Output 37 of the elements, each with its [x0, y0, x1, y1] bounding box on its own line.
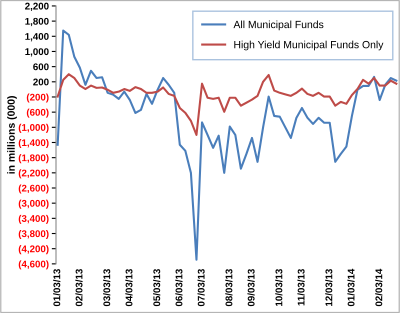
x-tick-label: 02/03/13: [75, 269, 83, 306]
y-tick-label: (2,200): [18, 169, 49, 178]
line-series: [56, 73, 398, 136]
x-tick-label: 07/03/13: [197, 269, 205, 306]
x-tick-label: 05/03/13: [153, 269, 160, 306]
x-tick-label: 12/03/13: [325, 269, 332, 306]
y-tick-label: (3,000): [18, 200, 49, 209]
x-tick-label: 08/03/13: [225, 269, 232, 306]
y-tick-label: 2,200: [25, 2, 49, 11]
legend-label: High Yield Municipal Funds Only: [234, 40, 384, 50]
x-tick-label: 03/03/13: [103, 269, 110, 306]
x-tick-label: 09/03/13: [247, 269, 255, 306]
x-tick-label: 10/03/13: [275, 269, 282, 306]
y-tick-label: 1,000: [25, 48, 49, 56]
y-axis-title: in millions (000): [7, 96, 17, 174]
y-tick-label: 200: [33, 78, 49, 86]
y-tick-label: (3,400): [18, 214, 49, 224]
y-tick-label: 600: [33, 63, 49, 70]
y-tick-label: (4,200): [18, 245, 49, 254]
y-tick-label: (3,800): [18, 230, 49, 240]
y-tick-label: (1,400): [18, 138, 49, 148]
x-tick-label: 11/03/13: [297, 269, 305, 306]
x-tick-label: 02/03/14: [375, 268, 382, 306]
y-tick-label: (2,600): [18, 184, 49, 194]
x-tick-label: 04/03/13: [125, 269, 133, 306]
line-series: [56, 30, 398, 261]
y-tick-label: (600): [26, 108, 49, 118]
x-tick-label: 06/03/13: [175, 269, 183, 306]
legend-label: All Municipal Funds: [233, 20, 324, 30]
y-tick-label: (4,600): [18, 260, 49, 270]
y-tick-label: (1,800): [18, 154, 49, 164]
y-tick-label: 1,800: [25, 18, 49, 26]
y-tick-label: 1,400: [25, 33, 49, 42]
y-tick-label: (200): [26, 93, 49, 103]
x-tick-label: 01/03/14: [347, 268, 355, 306]
x-tick-label: 01/03/13: [53, 269, 60, 306]
y-tick-label: (1,000): [18, 124, 49, 133]
